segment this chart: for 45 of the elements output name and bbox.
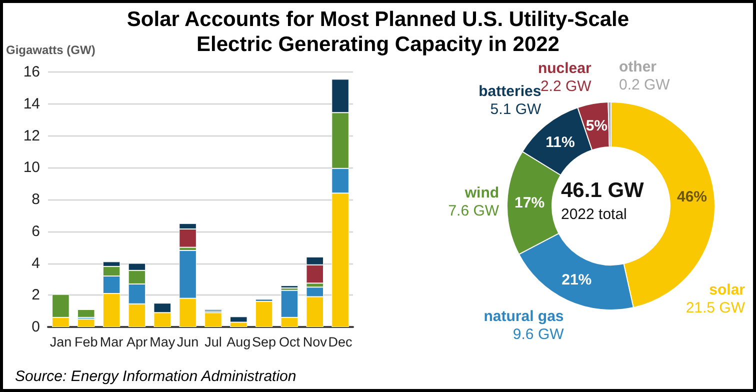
data-label: 9.6 GW [512, 326, 565, 344]
data-label: 21.5 GW [686, 299, 746, 316]
y-tick-label: 2 [32, 286, 40, 304]
x-tick-label: May [150, 334, 176, 350]
x-tick-label: Aug [226, 334, 251, 350]
y-tick-label: 10 [23, 159, 40, 176]
slice-label: wind [464, 184, 500, 202]
y-tick-label: 8 [32, 191, 40, 208]
chart-title: Solar Accounts for Most Planned U.S. Utility-Scale Electric Generating Capacity in 2022 [126, 8, 630, 56]
slice-label: nuclear [538, 60, 592, 78]
bar [255, 302, 273, 327]
y-tick-label: 16 [23, 64, 40, 80]
data-label: 7.6 GW [448, 202, 500, 220]
text: 17% [514, 194, 545, 212]
slice-label: batteries [478, 82, 542, 100]
y-tick-label: 6 [32, 222, 40, 240]
data-label: 0.2 GW [619, 76, 671, 94]
data-label: 5.1 GW [490, 100, 542, 118]
slice-label: natural gas [484, 308, 564, 326]
x-tick-label: Apr [126, 334, 148, 350]
bar [204, 312, 222, 327]
source-note: Source: Energy Information Administration [15, 368, 296, 385]
x-tick-label: Jan [50, 334, 72, 350]
text: 46% [677, 188, 708, 206]
x-tick-label: Nov [302, 334, 328, 350]
text: 46.1 GW [561, 179, 644, 202]
slice-label: other [619, 58, 657, 76]
y-axis-title: Gigawatts (GW) [6, 43, 96, 57]
x-tick-label: Oct [278, 334, 300, 350]
text: 5% [586, 117, 608, 134]
x-tick-label: Jul [204, 334, 222, 350]
text: 11% [546, 134, 575, 151]
y-tick-label: 4 [32, 254, 40, 272]
slice-label: solar [709, 281, 746, 298]
text: 2022 total [561, 206, 627, 223]
y-tick-label: 0 [32, 318, 40, 336]
data-label: 2.2 GW [540, 78, 592, 96]
x-tick-label: Mar [100, 334, 124, 350]
x-tick-label: Feb [74, 334, 98, 350]
y-tick-label: 12 [23, 127, 40, 144]
y-tick-label: 14 [23, 95, 40, 112]
text: 21% [562, 271, 592, 288]
x-tick-label: Sep [252, 334, 276, 350]
x-tick-label: Dec [328, 334, 353, 350]
x-tick-label: Jun [176, 334, 199, 350]
